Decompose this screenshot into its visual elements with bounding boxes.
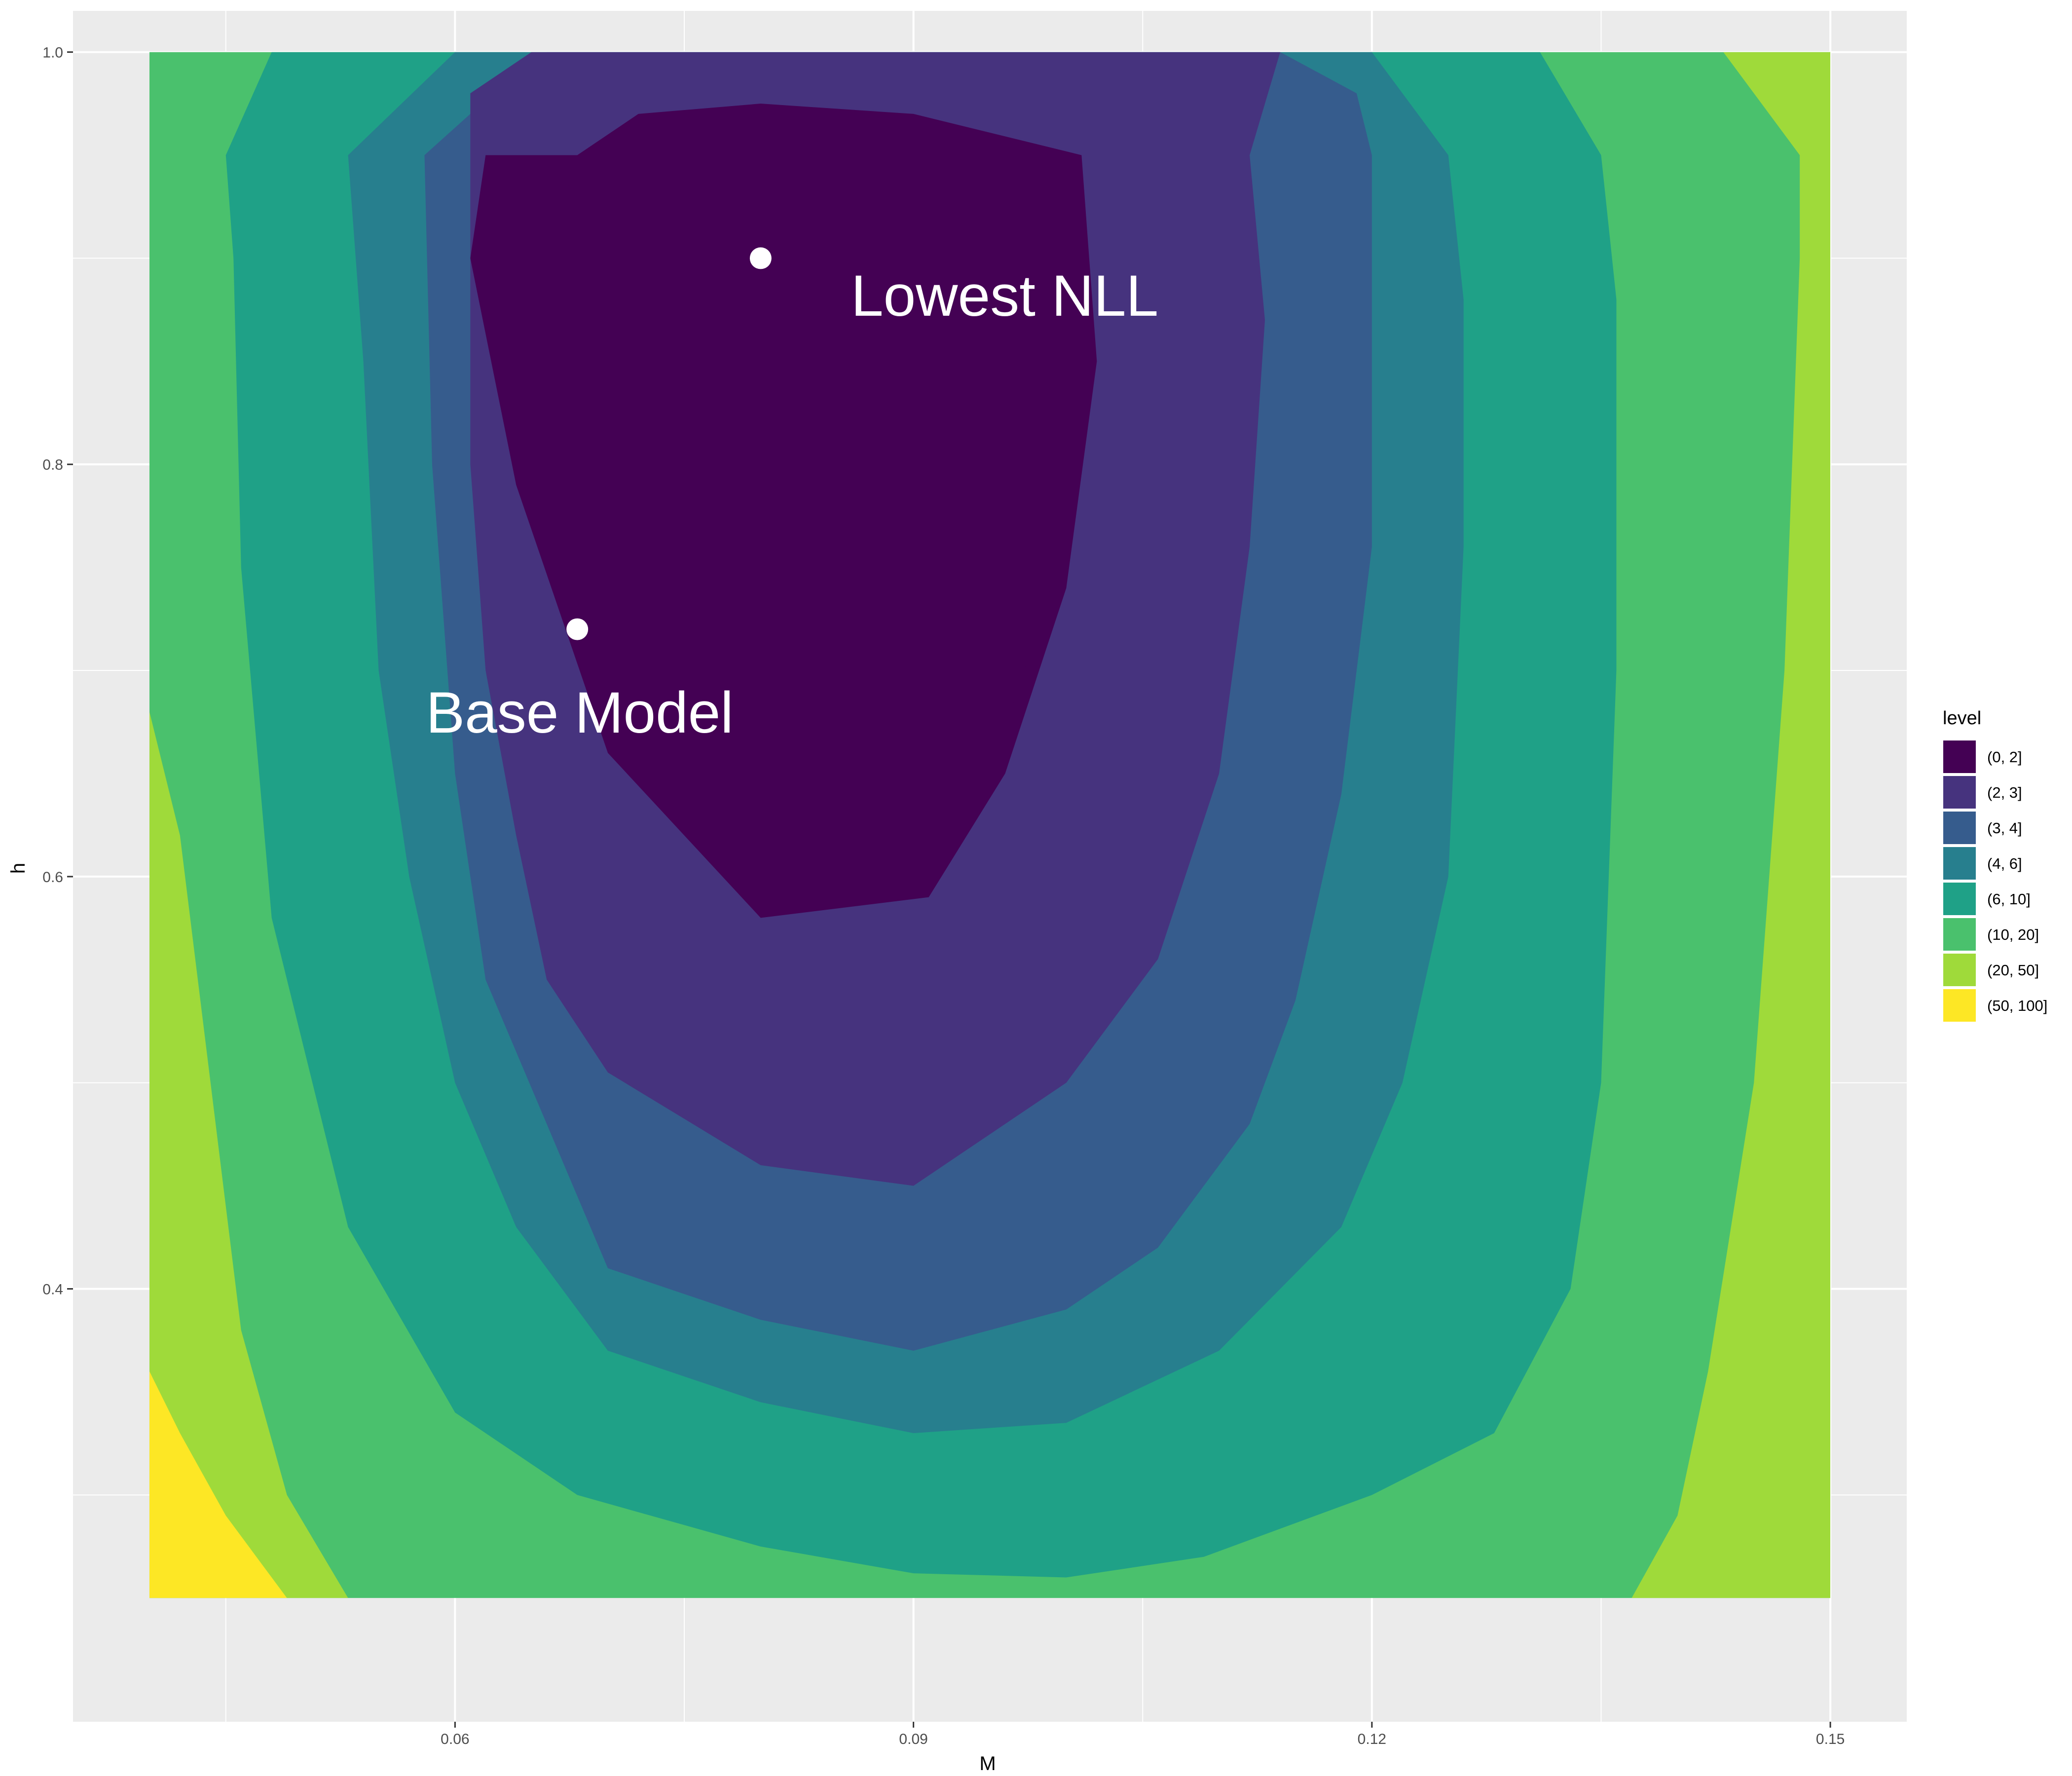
point-marker — [566, 618, 589, 640]
x-tick-label: 0.06 — [441, 1731, 469, 1747]
legend-label: (50, 100] — [1987, 997, 2047, 1014]
legend-label: (20, 50] — [1987, 962, 2039, 979]
legend-label: (10, 20] — [1987, 926, 2039, 943]
contour-band-corner-left — [149, 711, 348, 1598]
legend-key — [1942, 740, 1977, 774]
y-tick-label: 1.0 — [42, 45, 63, 61]
legend-title: level — [1943, 708, 1981, 729]
legend-key — [1942, 882, 1977, 916]
legend-label: (3, 4] — [1987, 819, 2022, 837]
point-markers — [566, 247, 772, 640]
legend: level (0, 2] (2, 3] (3, 4] (4, 6] (6, 10] (10… — [1942, 708, 2047, 1023]
axes: 0.06 0.09 0.12 0.15 0.4 0.6 0.8 1.0 — [42, 45, 1845, 1747]
contour-band-corner-yellow — [149, 1371, 287, 1598]
legend-label: (6, 10] — [1987, 890, 2031, 908]
legend-label: (0, 2] — [1987, 748, 2022, 766]
legend-label: (4, 6] — [1987, 855, 2022, 872]
contour-band — [547, 113, 1082, 908]
contour-bands — [149, 52, 1831, 1598]
legend-key — [1942, 953, 1977, 987]
x-tick-label: 0.12 — [1358, 1731, 1386, 1747]
annotation-lowest-nll: Lowest NLL — [851, 263, 1158, 329]
legend-key — [1942, 811, 1977, 845]
y-tick-label: 0.6 — [42, 869, 63, 886]
x-tick-label: 0.15 — [1816, 1731, 1845, 1747]
y-tick-label: 0.8 — [42, 457, 63, 473]
x-axis-title: M — [979, 1753, 996, 1775]
legend-key — [1942, 775, 1977, 810]
y-axis-title: h — [7, 863, 29, 874]
legend-key — [1942, 988, 1977, 1023]
y-tick-label: 0.4 — [42, 1282, 63, 1298]
x-tick-label: 0.09 — [899, 1731, 927, 1747]
legend-label: (2, 3] — [1987, 784, 2022, 801]
annotation-base-model: Base Model — [426, 680, 733, 745]
legend-key — [1942, 846, 1977, 881]
legend-key — [1942, 917, 1977, 952]
contour-band-corner-right — [1631, 52, 1831, 1598]
point-marker — [749, 247, 772, 269]
